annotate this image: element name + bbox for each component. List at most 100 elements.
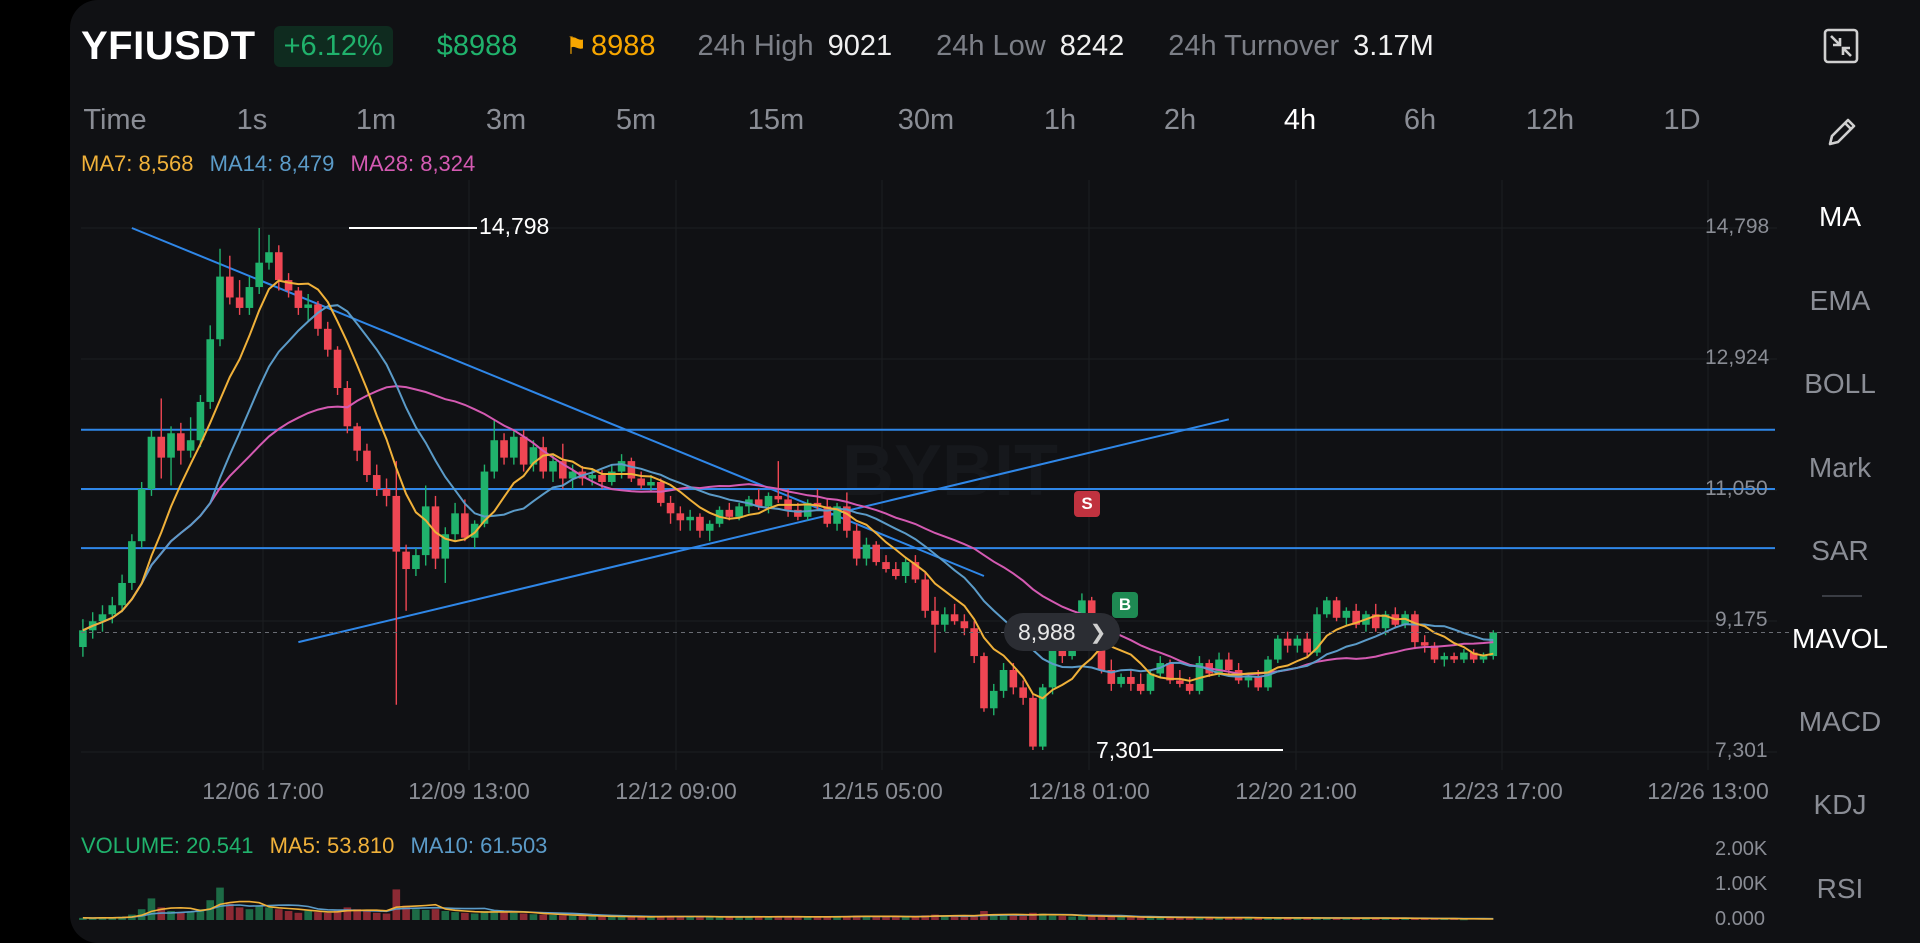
volume-bar xyxy=(1205,917,1214,920)
volume-bar xyxy=(451,912,459,920)
candle-body xyxy=(274,252,283,281)
candle-body xyxy=(1332,600,1341,618)
bybit-watermark: BYBIT xyxy=(842,431,1058,511)
volume-bar xyxy=(490,909,499,920)
candle-body xyxy=(1342,610,1351,618)
price-axis-label: 12,924 xyxy=(1705,346,1770,369)
candle-body xyxy=(500,440,508,458)
volume-bar xyxy=(196,909,205,920)
candle-body xyxy=(794,509,802,517)
candle-body xyxy=(284,280,293,291)
candle-body xyxy=(529,447,538,465)
buy-signal-marker[interactable]: B xyxy=(1112,592,1138,618)
volume-bar xyxy=(999,914,1008,920)
volume-bar xyxy=(666,916,675,920)
volume-bar xyxy=(843,916,851,920)
candle-body xyxy=(137,488,146,542)
candle-body xyxy=(960,621,969,629)
timeframe-12h[interactable]: 12h xyxy=(1525,104,1575,136)
candle-body xyxy=(1185,683,1194,691)
candle-body xyxy=(549,461,557,472)
timeframe-time[interactable]: Time xyxy=(83,104,147,136)
timeframe-15m[interactable]: 15m xyxy=(747,104,805,136)
collapse-fullscreen-icon[interactable] xyxy=(1823,28,1859,64)
candle-body xyxy=(461,513,469,538)
price-chart[interactable]: BYBIT xyxy=(70,0,1800,943)
candle-body xyxy=(1048,649,1057,688)
symbol-title[interactable]: YFIUSDT xyxy=(81,23,256,68)
indicator-rsi[interactable]: RSI xyxy=(1816,873,1864,904)
timeframe-1d[interactable]: 1D xyxy=(1663,104,1701,136)
candle-body xyxy=(1038,687,1047,747)
volume-bar xyxy=(960,916,969,920)
price-axis-label: 9,175 xyxy=(1715,608,1768,631)
candle-body xyxy=(108,605,117,615)
candle-body xyxy=(1215,659,1223,674)
chevron-right-icon: ❯ xyxy=(1089,621,1107,644)
volume-bar xyxy=(872,916,881,920)
indicator-ema[interactable]: EMA xyxy=(1809,285,1871,316)
candle-body xyxy=(1313,614,1321,653)
ma14-line xyxy=(82,304,1494,679)
candle-body xyxy=(1176,680,1184,684)
volume-bar xyxy=(568,915,577,920)
timeframe-3m[interactable]: 3m xyxy=(485,104,527,136)
timeframe-1m[interactable]: 1m xyxy=(355,104,397,136)
volume-bar xyxy=(794,917,802,920)
indicator-ma[interactable]: MA xyxy=(1819,201,1861,232)
volume-bar xyxy=(1411,918,1419,920)
candle-body xyxy=(764,495,773,507)
candle-body xyxy=(510,436,518,458)
indicator-mark[interactable]: Mark xyxy=(1808,452,1872,483)
timeframe-30m[interactable]: 30m xyxy=(897,104,955,136)
volume-bar xyxy=(1264,918,1272,920)
timeframe-6h[interactable]: 6h xyxy=(1403,104,1437,136)
volume-bar xyxy=(412,909,420,920)
indicator-kdj[interactable]: KDJ xyxy=(1813,789,1867,820)
volume-bar xyxy=(940,915,949,920)
volume-bar xyxy=(549,914,557,920)
volume-bar xyxy=(813,916,822,920)
candle-body xyxy=(970,628,978,657)
low-label: 24h Low xyxy=(936,29,1046,62)
candle-body xyxy=(402,551,410,570)
indicator-sar[interactable]: SAR xyxy=(1811,535,1869,566)
candle-body xyxy=(989,690,998,709)
candle-body xyxy=(1440,656,1449,660)
volume-bar xyxy=(754,916,763,920)
volume-bar xyxy=(1048,915,1057,920)
timeframe-1s[interactable]: 1s xyxy=(236,104,268,136)
candle-body xyxy=(441,534,450,559)
volume-bar xyxy=(627,916,636,920)
candle-body xyxy=(901,562,910,576)
timeframe-1h[interactable]: 1h xyxy=(1043,104,1077,136)
low-marker-label: 7,301 xyxy=(1096,737,1154,763)
volume-bar xyxy=(147,898,156,920)
candle-body xyxy=(480,471,489,524)
date-axis-label: 12/06 17:00 xyxy=(202,778,324,804)
timeframe-2h[interactable]: 2h xyxy=(1163,104,1197,136)
candle-body xyxy=(666,502,675,514)
candle-body xyxy=(186,440,195,451)
candle-body xyxy=(177,433,185,451)
indicator-mavol[interactable]: MAVOL xyxy=(1792,623,1888,654)
indicator-boll[interactable]: BOLL xyxy=(1804,368,1876,399)
volume-bar xyxy=(852,915,861,920)
sell-signal-marker[interactable]: S xyxy=(1074,491,1100,517)
volume-bar xyxy=(186,912,195,920)
indicator-macd[interactable]: MACD xyxy=(1798,706,1882,737)
timeframe-5m[interactable]: 5m xyxy=(615,104,657,136)
volume-bar xyxy=(882,916,890,920)
candle-body xyxy=(1283,638,1292,646)
candle-body xyxy=(216,276,224,340)
volume-bar xyxy=(372,912,381,920)
current-price-tag[interactable]: 8,988 ❯ xyxy=(1004,613,1121,651)
volume-bar xyxy=(745,916,753,920)
date-axis-label: 12/20 21:00 xyxy=(1235,778,1357,804)
volume-ma5-value: MA5: 53.810 xyxy=(269,833,395,858)
volume-bar xyxy=(382,913,391,920)
timeframe-4h[interactable]: 4h xyxy=(1283,104,1317,136)
volume-bar xyxy=(617,916,626,920)
change-badge: +6.12% xyxy=(273,25,393,67)
pencil-icon[interactable] xyxy=(1824,114,1860,150)
